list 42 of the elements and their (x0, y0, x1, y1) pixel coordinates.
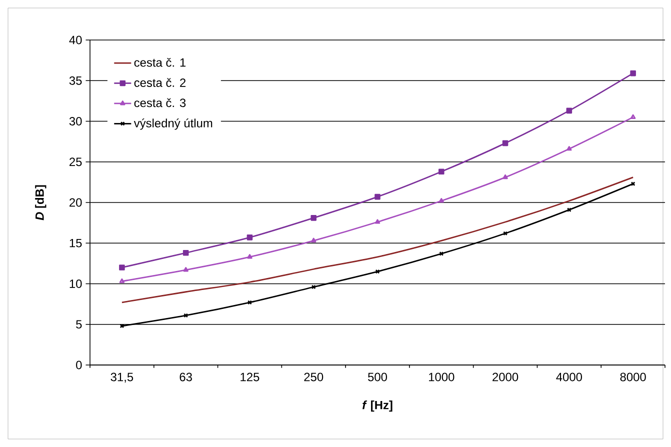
point (566, 108, 572, 114)
point (183, 267, 188, 272)
point (311, 238, 316, 242)
point (119, 264, 125, 270)
legend-label: cesta č. 1 (134, 58, 186, 67)
point (310, 215, 317, 221)
point (375, 269, 380, 274)
legend-label: cesta č. 3 (134, 98, 186, 108)
point (247, 254, 252, 259)
x-tick-label: 4000 (556, 372, 582, 382)
point (438, 198, 444, 203)
y-tick-label: 40 (69, 36, 82, 44)
x-tick-label: 63 (180, 372, 192, 382)
point (182, 250, 189, 256)
y-tick-label: 15 (70, 238, 82, 248)
y-tick-label: 5 (76, 320, 82, 329)
x-tick-label: 8000 (620, 372, 646, 382)
y-tick-label: 10 (70, 280, 82, 288)
line-series (121, 176, 634, 304)
x-tick-label: 1000 (429, 372, 454, 382)
x-tick-label: 500 (368, 372, 388, 382)
point (374, 219, 380, 224)
point (374, 194, 380, 200)
y-tick-label: 0 (76, 360, 82, 370)
y-tick-label: 20 (70, 198, 82, 207)
x-axis-title: f [Hz] (362, 400, 392, 412)
point (630, 70, 636, 76)
x-tick-label: 125 (240, 372, 260, 382)
point (438, 168, 444, 175)
x-tick-label: 2000 (492, 372, 518, 382)
x-tick-label: 31,5 (110, 372, 134, 383)
legend-label: cesta č. 2 (134, 78, 186, 87)
y-tick-label: 30 (69, 117, 82, 126)
y-tick-label: 35 (69, 76, 82, 85)
y-tick-label: 25 (70, 158, 82, 166)
x-tick-label: 250 (304, 372, 324, 382)
point (566, 146, 572, 151)
legend-label: výsledný útlum (134, 118, 212, 130)
point (502, 140, 508, 146)
y-axis-title: D [dB] (35, 185, 46, 220)
point (502, 174, 508, 180)
point (246, 234, 253, 240)
